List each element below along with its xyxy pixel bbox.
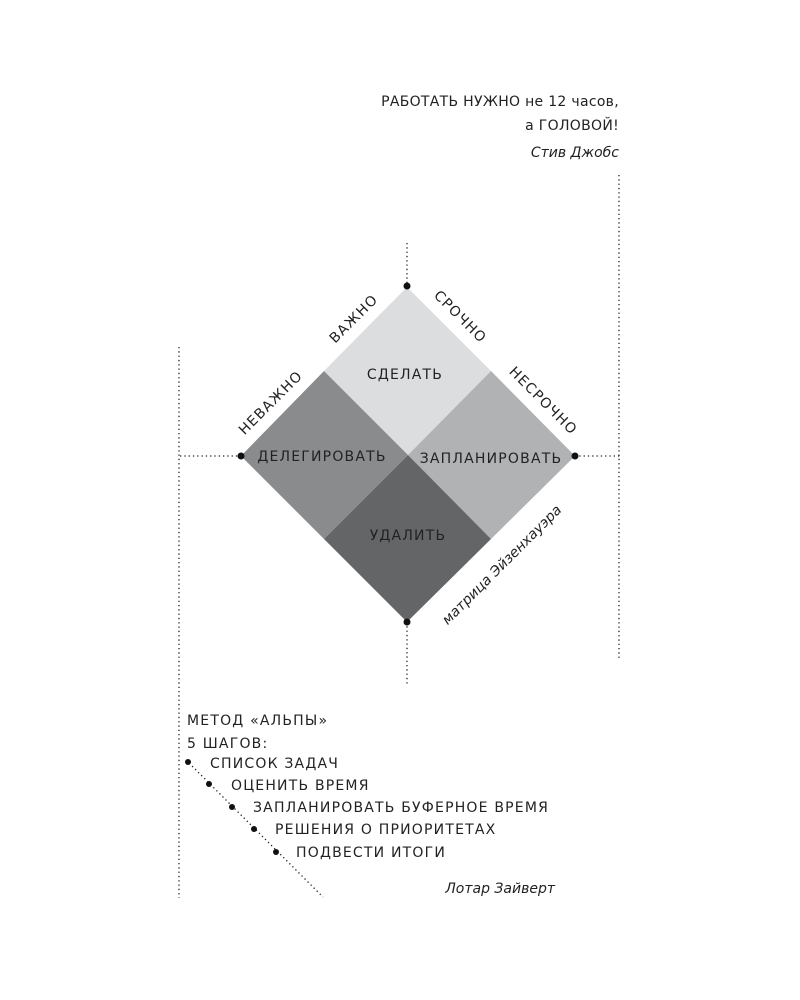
quadrant-do-label: СДЕЛАТЬ: [367, 367, 443, 383]
top-vertex-dot: [403, 282, 411, 290]
quadrant-schedule-label: ЗАПЛАНИРОВАТЬ: [420, 451, 563, 467]
quadrant-delete-label: УДАЛИТЬ: [370, 528, 447, 544]
right-vertex-dot: [571, 452, 579, 460]
alps-step: ОЦЕНИТЬ ВРЕМЯ: [231, 778, 370, 794]
alps-step: РЕШЕНИЯ О ПРИОРИТЕТАХ: [275, 822, 496, 838]
step-dot: [229, 804, 235, 810]
alps-author: Лотар Зайверт: [444, 881, 556, 897]
alps-step: СПИСОК ЗАДАЧ: [210, 756, 339, 772]
alps-step-list: СПИСОК ЗАДАЧ ОЦЕНИТЬ ВРЕМЯ ЗАПЛАНИРОВАТЬ…: [185, 756, 549, 861]
alps-title: МЕТОД «АЛЬПЫ»: [187, 713, 328, 729]
quadrant-delegate: [241, 371, 408, 539]
alps-step: ПОДВЕСТИ ИТОГИ: [296, 845, 446, 861]
bottom-vertex-dot: [403, 618, 411, 626]
quote-line-2: а ГОЛОВОЙ!: [525, 116, 619, 134]
alps-step: ЗАПЛАНИРОВАТЬ БУФЕРНОЕ ВРЕМЯ: [253, 800, 549, 816]
quadrant-schedule: [408, 371, 575, 539]
left-vertex-dot: [237, 452, 245, 460]
step-dot: [206, 781, 212, 787]
step-dot: [273, 849, 279, 855]
quote-author: Стив Джобс: [531, 145, 619, 161]
quote-line-1: РАБОТАТЬ НУЖНО не 12 часов,: [381, 94, 619, 110]
quadrant-do: [324, 287, 491, 455]
quadrant-delegate-label: ДЕЛЕГИРОВАТЬ: [257, 449, 386, 465]
step-dot: [185, 759, 191, 765]
step-dot: [251, 826, 257, 832]
alps-subtitle: 5 ШАГОВ:: [187, 736, 268, 752]
quadrant-delete: [324, 455, 491, 622]
